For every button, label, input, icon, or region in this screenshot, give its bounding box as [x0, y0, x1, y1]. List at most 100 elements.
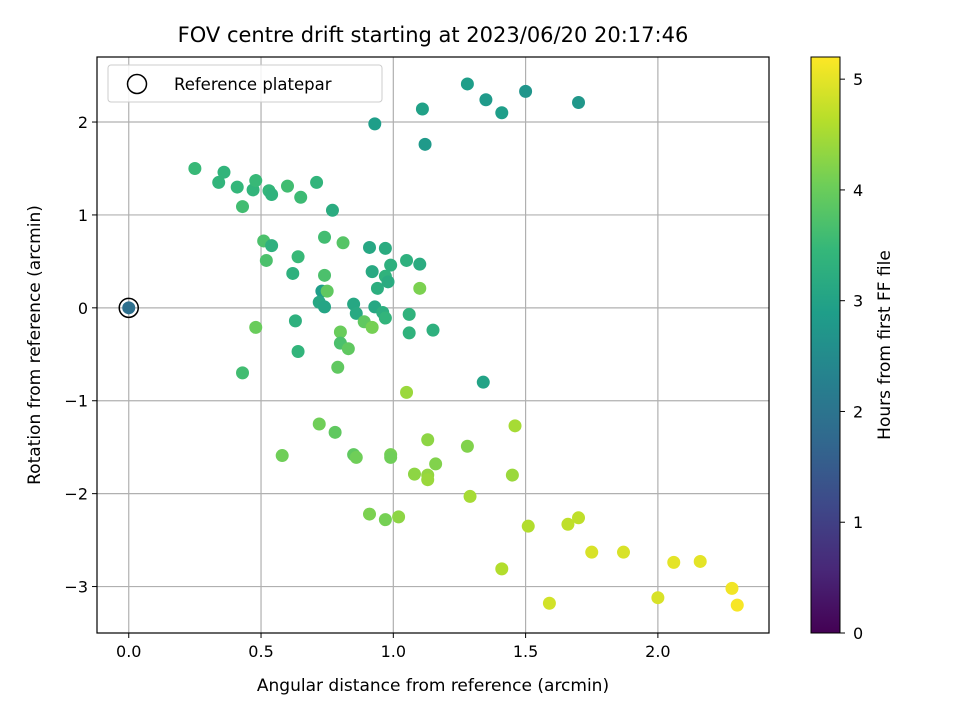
data-point [460, 77, 474, 91]
data-point [236, 200, 250, 214]
data-point [413, 257, 427, 271]
data-point [259, 253, 273, 267]
data-point [402, 307, 416, 321]
data-point [122, 301, 136, 315]
x-axis-ticks: 0.0 0.5 1.0 1.5 2.0 [116, 633, 671, 661]
data-point [413, 281, 427, 295]
legend-label: Reference platepar [174, 75, 332, 94]
colorbar [810, 56, 841, 634]
x-tick-label: 1.5 [513, 642, 538, 661]
data-point [421, 433, 435, 447]
data-point [392, 510, 406, 524]
data-point [288, 314, 302, 328]
data-point [318, 230, 332, 244]
data-point [730, 598, 744, 612]
data-point [381, 275, 395, 289]
data-point [585, 545, 599, 559]
data-point [336, 236, 350, 250]
data-point [725, 581, 739, 595]
legend-marker-open-circle [126, 73, 148, 95]
data-point [280, 179, 294, 193]
colorbar-tick-label: 2 [853, 402, 863, 421]
data-point [318, 268, 332, 282]
data-point [402, 326, 416, 340]
data-point [460, 439, 474, 453]
x-tick-label: 2.0 [645, 642, 670, 661]
data-point [217, 165, 231, 179]
data-point [312, 417, 326, 431]
data-point [521, 519, 535, 533]
y-tick-label: 2 [78, 113, 88, 132]
data-point [495, 562, 509, 576]
grid [97, 57, 769, 633]
data-point [249, 174, 263, 188]
x-tick-label: 0.5 [248, 642, 273, 661]
data-point [463, 489, 477, 503]
colorbar-tick-label: 3 [853, 292, 863, 311]
data-point [188, 161, 202, 175]
data-point [479, 93, 493, 107]
data-point [291, 250, 305, 264]
data-point [365, 265, 379, 279]
data-point [561, 517, 575, 531]
x-tick-label: 1.0 [381, 642, 406, 661]
data-point [286, 266, 300, 280]
data-points [118, 77, 744, 612]
data-point [572, 96, 586, 110]
data-point [365, 320, 379, 334]
data-point [378, 241, 392, 255]
data-point [651, 591, 665, 605]
colorbar-ticks: 0 1 2 3 4 5 [840, 70, 863, 643]
data-point [572, 511, 586, 525]
colorbar-title: Hours from first FF file [875, 250, 895, 440]
data-point [418, 137, 432, 151]
colorbar-tick-label: 5 [853, 70, 863, 89]
data-point [667, 555, 681, 569]
data-point [476, 375, 490, 389]
y-tick-label: 1 [78, 206, 88, 225]
data-point [407, 467, 421, 481]
data-point [378, 513, 392, 527]
data-point [320, 284, 334, 298]
data-point [421, 473, 435, 487]
data-point [236, 366, 250, 380]
data-point [212, 175, 226, 189]
data-point [331, 360, 345, 374]
y-tick-label: 0 [78, 299, 88, 318]
legend-box [107, 64, 383, 103]
data-point [616, 545, 630, 559]
y-axis-title: Rotation from reference (arcmin) [25, 205, 45, 485]
data-point [370, 281, 384, 295]
y-tick-label: −2 [64, 485, 88, 504]
colorbar-tick-label: 4 [853, 181, 863, 200]
data-point [294, 190, 308, 204]
chart-title: FOV centre drift starting at 2023/06/20 … [178, 23, 689, 47]
colorbar-tick-label: 0 [853, 624, 863, 643]
data-point [265, 187, 279, 201]
y-tick-label: −1 [64, 392, 88, 411]
data-point [341, 342, 355, 356]
data-point [415, 102, 429, 116]
data-point [400, 385, 414, 399]
data-point [426, 323, 440, 337]
data-point [249, 320, 263, 334]
data-point [519, 84, 533, 98]
data-point [542, 596, 556, 610]
data-point [693, 554, 707, 568]
data-point [368, 117, 382, 131]
legend: Reference platepar [107, 64, 383, 103]
reference-marker [118, 297, 139, 319]
x-axis-title: Angular distance from reference (arcmin) [257, 676, 609, 696]
data-point [265, 239, 279, 253]
data-point [363, 507, 377, 521]
x-tick-label: 0.0 [116, 642, 141, 661]
data-point [333, 325, 347, 339]
data-point [429, 457, 443, 471]
data-point [384, 258, 398, 272]
y-tick-label: −3 [64, 578, 88, 597]
y-axis-ticks: −3 −2 −1 0 1 2 [64, 113, 97, 597]
data-point [325, 203, 339, 217]
data-point [508, 419, 522, 433]
data-point [400, 253, 414, 267]
